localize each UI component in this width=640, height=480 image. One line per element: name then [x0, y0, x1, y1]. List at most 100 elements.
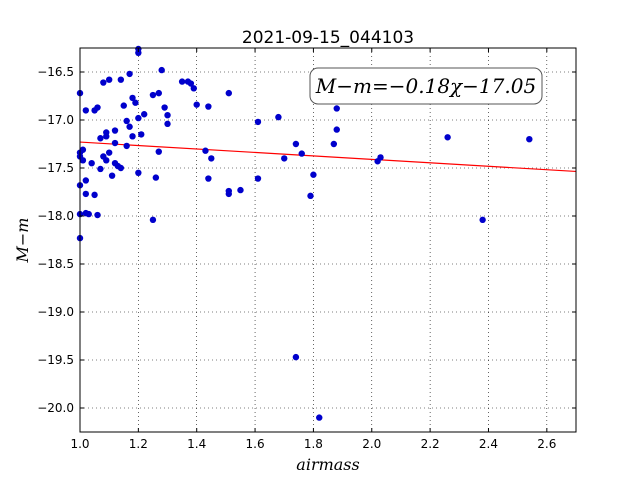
data-point: [161, 104, 168, 111]
data-point: [316, 414, 323, 421]
data-point: [225, 190, 232, 198]
data-point: [187, 80, 195, 87]
fit-equation: M−m=−0.18χ−17.05: [315, 74, 536, 98]
data-point: [135, 169, 142, 176]
data-point: [103, 129, 110, 136]
plot-frame: [79, 47, 577, 433]
data-point: [111, 139, 119, 147]
y-tick-label: −17.5: [37, 161, 74, 175]
data-point: [292, 353, 300, 361]
y-axis-label: M−m: [13, 218, 32, 264]
fit-line: [79, 141, 577, 173]
data-point: [310, 171, 317, 178]
data-point: [111, 127, 119, 134]
data-point: [117, 164, 125, 172]
data-point: [100, 79, 107, 86]
data-point: [105, 76, 113, 83]
data-point: [164, 112, 171, 119]
x-tick-label: 1.8: [304, 437, 323, 451]
y-tick-label: −17.0: [37, 113, 74, 127]
data-point: [108, 172, 116, 179]
x-tick-label: 1.2: [129, 437, 148, 451]
data-point: [105, 149, 113, 156]
chart-title: 2021-09-15_044103: [242, 28, 414, 48]
data-point: [94, 211, 101, 219]
data-point: [479, 216, 486, 224]
data-point: [190, 85, 197, 92]
x-tick-label: 1.4: [187, 437, 206, 451]
y-tick-label: −16.5: [37, 65, 74, 79]
data-point: [444, 134, 451, 141]
data-point: [526, 136, 533, 143]
axis-ticks: 1.0 1.2 1.4 1.6 1.8 2.0 2.2 2.4 2.6 −16.5 −17.0 −17…: [37, 48, 576, 451]
data-point: [140, 111, 148, 118]
data-point: [333, 126, 340, 133]
x-tick-label: 1.6: [246, 437, 265, 451]
data-point: [275, 113, 282, 121]
data-point: [79, 157, 87, 164]
data-point: [307, 192, 314, 200]
y-tick-label: −20.0: [37, 401, 74, 415]
data-point: [85, 210, 92, 218]
data-point: [254, 175, 262, 182]
data-point: [237, 186, 244, 194]
y-tick-label: −19.5: [37, 353, 74, 367]
data-point: [254, 118, 262, 126]
data-point: [149, 216, 157, 224]
data-point: [126, 123, 133, 130]
data-point: [132, 99, 139, 106]
data-point: [82, 177, 90, 184]
data-point: [178, 78, 186, 85]
fit-equation-box: M−m=−0.18χ−17.05: [309, 67, 543, 105]
data-point: [129, 133, 136, 140]
data-point: [117, 76, 125, 83]
data-point: [79, 146, 87, 153]
data-point: [97, 135, 104, 142]
y-tick-label: −18.0: [37, 209, 74, 223]
data-point: [123, 142, 130, 150]
data-point: [155, 89, 162, 97]
data-point: [281, 155, 288, 162]
data-point: [123, 117, 130, 125]
data-point: [82, 190, 90, 198]
y-tick-label: −18.5: [37, 257, 74, 271]
data-point: [91, 191, 98, 199]
data-point: [129, 94, 136, 102]
data-point: [333, 105, 340, 112]
data-point: [330, 140, 338, 148]
fit-line-layer: [79, 141, 577, 173]
data-point: [292, 140, 300, 148]
plot-area: [80, 48, 576, 432]
data-point: [205, 103, 212, 110]
data-point: [152, 174, 160, 181]
data-point: [208, 155, 215, 162]
data-point: [377, 154, 384, 161]
data-point: [193, 101, 200, 108]
data-point: [138, 131, 145, 138]
data-point: [135, 114, 142, 122]
data-point: [158, 66, 165, 74]
x-tick-label: 2.4: [479, 437, 498, 451]
data-point: [97, 165, 104, 173]
data-point: [164, 120, 171, 128]
x-tick-label: 2.2: [421, 437, 440, 451]
data-point: [103, 157, 110, 164]
y-tick-label: −19.0: [37, 305, 74, 319]
x-axis-label: airmass: [296, 455, 359, 474]
data-point: [135, 49, 142, 56]
data-point: [82, 107, 90, 114]
data-point: [155, 148, 162, 155]
fit-equation-frame: [309, 67, 543, 105]
data-point: [202, 147, 209, 154]
data-point: [120, 102, 127, 109]
data-point: [298, 150, 305, 157]
data-point: [94, 104, 101, 111]
data-point: [225, 89, 232, 97]
x-tick-label: 2.6: [537, 437, 556, 451]
data-point: [88, 160, 95, 167]
data-point: [126, 70, 133, 78]
x-tick-label: 1.0: [70, 437, 89, 451]
data-point: [205, 175, 212, 182]
data-point: [149, 91, 157, 99]
